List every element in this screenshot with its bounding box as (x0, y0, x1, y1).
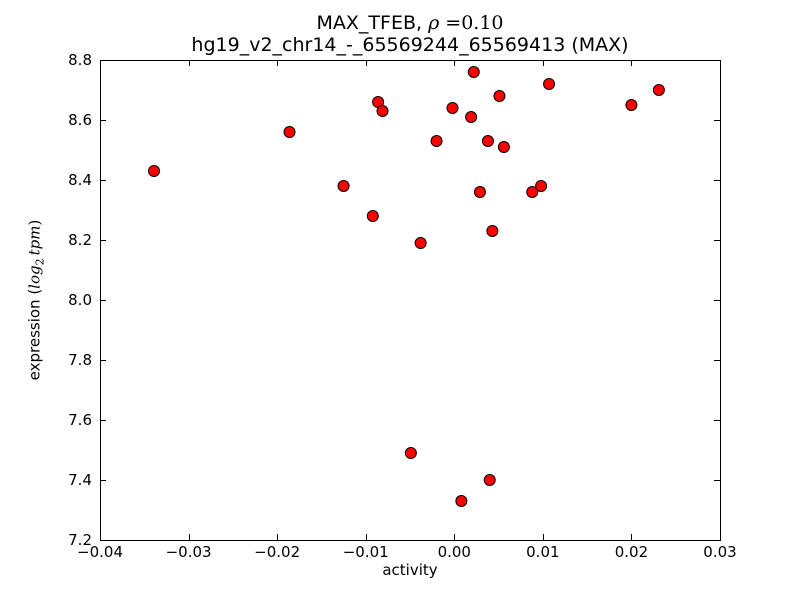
y-axis-label-log: log (25, 265, 44, 289)
data-point (430, 135, 443, 147)
y-tick-label: 8.8 (68, 51, 92, 69)
x-tick-label: 0.03 (703, 543, 736, 561)
chart-title-text: MAX_TFEB, (316, 12, 429, 34)
x-tick-label: −0.04 (77, 543, 123, 561)
data-point (526, 186, 539, 198)
x-tick-label: −0.03 (166, 543, 212, 561)
data-point (625, 99, 638, 111)
chart-title: MAX_TFEB, ρ =0.10 (100, 12, 720, 34)
y-axis-label-close-paren: ) (25, 219, 44, 226)
rho-value: =0.10 (439, 12, 504, 34)
data-point (497, 141, 510, 153)
data-point (414, 237, 427, 249)
y-tick-label: 7.2 (68, 531, 92, 549)
data-point (486, 225, 499, 237)
data-point (483, 474, 496, 486)
y-axis-label-text: expression ( (25, 288, 44, 381)
y-axis-label: expression (log2 tpm) (26, 220, 47, 381)
data-point (446, 102, 459, 114)
y-tick-label: 8.0 (68, 291, 92, 309)
data-point (404, 447, 417, 459)
y-axis-label-tpm: tpm (25, 225, 44, 256)
y-tick-label: 7.8 (68, 351, 92, 369)
data-point (473, 186, 486, 198)
y-tick-label: 8.4 (68, 171, 92, 189)
data-point (148, 165, 161, 177)
y-axis-label-subscript: 2 (33, 258, 47, 266)
chart-subtitle: hg19_v2_chr14_-_65569244_65569413 (MAX) (191, 34, 629, 56)
rho-symbol: ρ (428, 12, 440, 34)
x-tick-label: −0.01 (343, 543, 389, 561)
data-point (481, 135, 494, 147)
x-tick-label: −0.02 (254, 543, 300, 561)
data-point (652, 84, 665, 96)
y-tick-label: 7.4 (68, 471, 92, 489)
x-tick-label: 0.01 (526, 543, 559, 561)
data-point (366, 210, 379, 222)
plot-frame (100, 60, 721, 541)
data-point (493, 90, 506, 102)
data-point (543, 78, 556, 90)
data-point (467, 66, 480, 78)
data-point (283, 126, 296, 138)
x-tick-label: 0.02 (615, 543, 648, 561)
data-point (535, 180, 548, 192)
x-axis-label: activity (382, 561, 438, 579)
y-tick-label: 8.2 (68, 231, 92, 249)
data-point (455, 495, 468, 507)
x-tick-label: 0.00 (438, 543, 471, 561)
y-tick-label: 7.6 (68, 411, 92, 429)
data-point (376, 105, 389, 117)
data-point (465, 111, 478, 123)
y-tick-label: 8.6 (68, 111, 92, 129)
data-point (337, 180, 350, 192)
